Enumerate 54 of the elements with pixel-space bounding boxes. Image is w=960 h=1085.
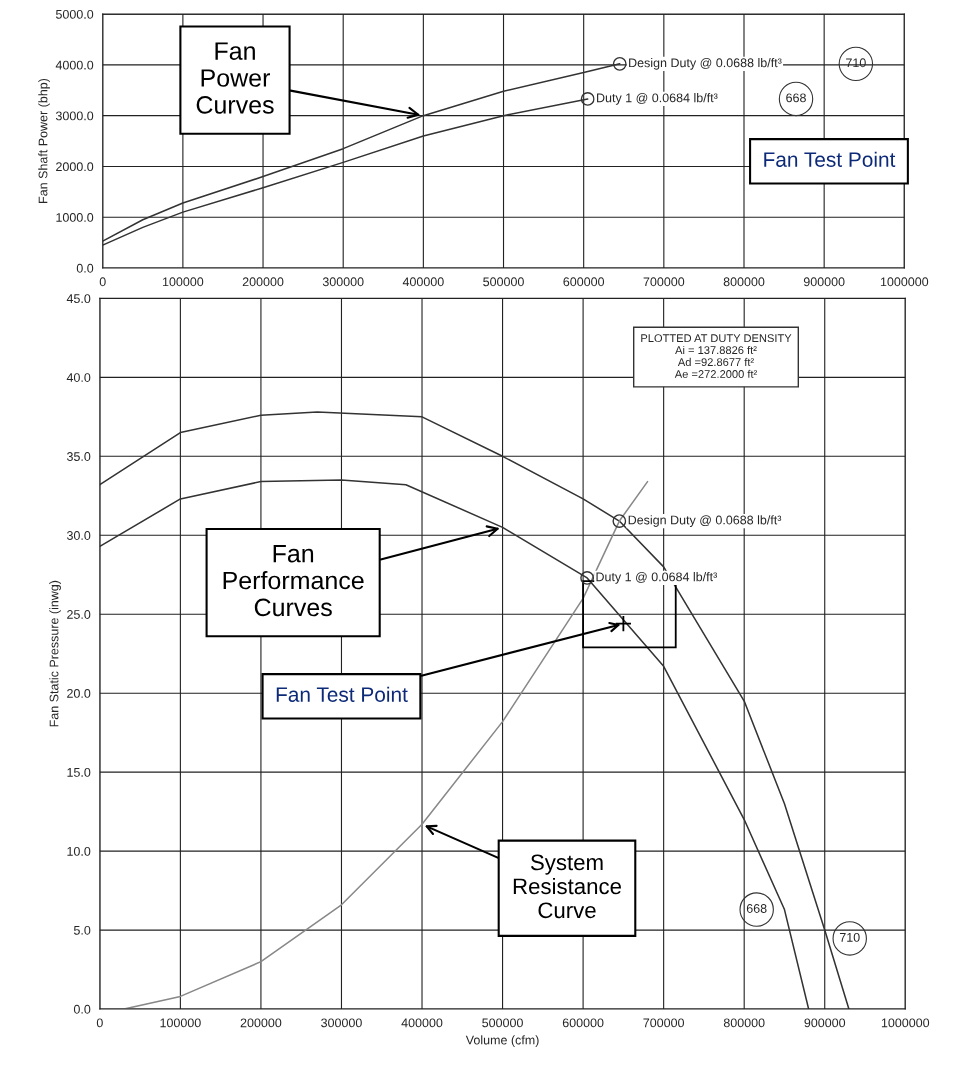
y-tick-label: 2000.0 [56,162,94,172]
text: 668 [786,93,806,103]
x-tick-label: 600000 [563,277,605,287]
annotation: Fan Performance Curves [223,544,364,617]
y-tick-label: 0.0 [76,263,94,273]
y-tick-label: 35.0 [66,452,91,461]
y-tick-label: 20.0 [67,689,91,698]
series-label: 668 [746,904,767,913]
x-tick-label: 400000 [402,277,444,287]
x-tick-label: 100000 [160,1018,201,1028]
annotation: PLOTTED AT DUTY DENSITY Ai = 137.8826 ft² Ad =92.8677 ft² Ae =272.2000 ft² [641,334,792,378]
annotation: Fan Test Point [764,151,896,167]
y-tick-label: 1000.0 [56,213,94,222]
y-axis-title: Fan Static Pressure (inwg) [49,580,61,727]
y-tick-label: 3000.0 [55,111,94,121]
y-tick-label: 15.0 [67,767,91,777]
x-tick-label: 700000 [643,277,685,287]
x-tick-label: 1000000 [881,1018,930,1028]
y-tick-label: 30.0 [66,531,91,540]
x-tick-label: 400000 [401,1018,443,1028]
y-tick-label: 4000.0 [55,60,94,70]
annotation: Duty 1 @ 0.0684 lb/ft³ [597,93,718,105]
y-tick-label: 40.0 [66,373,91,382]
x-tick-label: 500000 [482,1018,523,1028]
annotation: System Resistance Curve [513,854,621,919]
x-tick-label: 600000 [562,1018,604,1028]
x-tick-label: 200000 [242,277,284,287]
x-tick-label: 500000 [483,277,524,287]
y-tick-label: 25.0 [67,610,91,619]
x-tick-label: 0 [99,277,106,287]
annotation: Duty 1 @ 0.0684 lb/ft³ [596,572,717,584]
x-tick-label: 300000 [321,1018,362,1028]
x-tick-label: 0 [96,1018,103,1028]
annotation: Fan Test Point [276,686,408,702]
x-tick-label: 1000000 [880,277,929,287]
series-label: 710 [839,932,860,942]
x-tick-label: 200000 [240,1018,282,1028]
x-tick-label: 700000 [643,1018,685,1028]
y-axis-title: Fan Shaft Power (bhp) [38,78,50,203]
x-tick-label: 300000 [322,277,364,287]
annotation: Fan Power Curves [196,42,274,114]
annotation: Design Duty @ 0.0688 lb/ft³ [629,58,782,70]
y-tick-label: 5.0 [73,925,91,935]
y-tick-label: 10.0 [67,846,91,856]
annotation: Design Duty @ 0.0688 lb/ft³ [628,515,782,527]
x-tick-label: 800000 [723,277,765,287]
y-tick-label: 45.0 [66,294,91,304]
x-axis-title: Volume (cfm) [465,1035,539,1047]
x-tick-label: 900000 [804,1018,846,1028]
y-tick-label: 5000.0 [55,9,94,19]
x-tick-label: 900000 [803,277,845,287]
x-tick-label: 100000 [162,277,204,287]
x-tick-label: 800000 [723,1018,765,1028]
y-tick-label: 0.0 [73,1004,91,1014]
